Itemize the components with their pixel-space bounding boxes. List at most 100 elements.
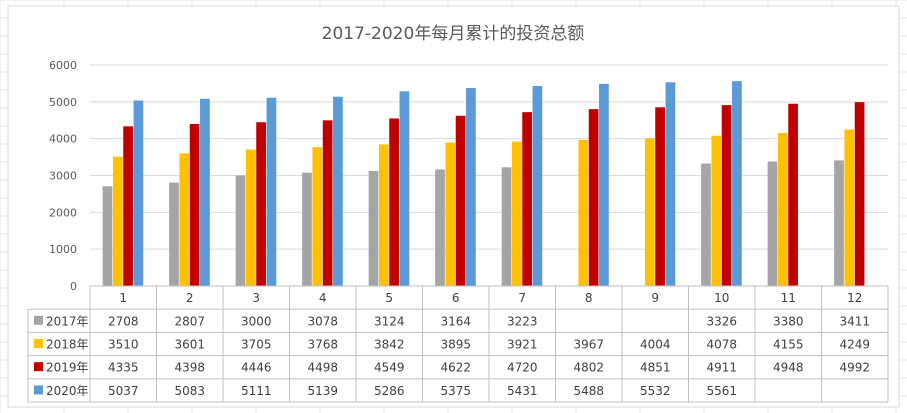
bar-2018年-8 — [578, 139, 589, 286]
data-table-value: 4335 — [108, 361, 139, 375]
data-table-value: 4004 — [640, 338, 671, 352]
bar-2020年-10 — [732, 81, 742, 286]
y-tick-label: 0 — [70, 280, 77, 293]
bar-2017年-6 — [435, 169, 445, 286]
bar-2019年-4 — [322, 120, 333, 286]
legend-key-2020年 — [34, 385, 43, 395]
bar-2017年-4 — [302, 172, 312, 286]
x-category-label: 4 — [319, 291, 327, 305]
data-table-value: 4992 — [839, 361, 870, 375]
data-table-value: 3510 — [108, 338, 139, 352]
x-category-label: 1 — [119, 291, 127, 305]
bar-2017年-3 — [235, 175, 246, 286]
data-table-value: 3411 — [839, 314, 870, 328]
data-table-value: 4249 — [839, 338, 870, 352]
bar-2019年-11 — [788, 103, 798, 287]
y-tick-label: 3000 — [49, 170, 77, 183]
bar-2020年-9 — [665, 82, 676, 286]
data-table-value: 5083 — [174, 384, 205, 398]
bar-2020年-4 — [333, 96, 343, 286]
y-tick-label: 4000 — [49, 133, 77, 146]
bar-2020年-8 — [599, 83, 609, 286]
data-table-value: 3326 — [706, 314, 737, 328]
data-table-value: 3164 — [440, 314, 471, 328]
data-table-value: 4720 — [507, 361, 538, 375]
data-table-value: 3921 — [507, 338, 538, 352]
legend-key-2017年 — [34, 315, 43, 325]
data-table-value: 5375 — [440, 384, 471, 398]
data-table-value: 3895 — [440, 338, 471, 352]
x-category-label: 10 — [714, 291, 729, 305]
data-table-value: 3223 — [507, 314, 538, 328]
x-category-label: 6 — [452, 291, 460, 305]
bar-2019年-5 — [389, 118, 399, 287]
legend-key-2018年 — [34, 339, 43, 348]
data-table-value: 4078 — [706, 338, 737, 352]
bar-2019年-9 — [655, 107, 665, 286]
y-tick-label: 1000 — [49, 243, 77, 256]
bar-2020年-7 — [532, 85, 543, 287]
data-table-value: 5488 — [573, 384, 604, 398]
x-category-label: 2 — [186, 291, 194, 305]
x-category-label: 3 — [252, 291, 260, 305]
y-tick-label: 6000 — [49, 59, 77, 72]
x-category-label: 11 — [781, 291, 796, 305]
bar-2020年-2 — [200, 98, 210, 286]
data-table-value: 4155 — [773, 338, 804, 352]
legend-key-2019年 — [34, 362, 43, 372]
bar-2019年-10 — [721, 105, 732, 286]
legend-label: 2019年 — [46, 361, 89, 375]
data-table-value: 4549 — [374, 361, 405, 375]
bar-2020年-1 — [133, 100, 144, 287]
bar-2019年-7 — [522, 112, 532, 286]
bar-2019年-3 — [256, 122, 266, 286]
data-table-value: 3842 — [374, 338, 405, 352]
data-table-value: 4498 — [307, 361, 338, 375]
data-table-value: 4398 — [174, 361, 205, 375]
bar-2018年-1 — [112, 156, 123, 286]
x-category-label: 12 — [847, 291, 862, 305]
bar-2018年-6 — [445, 142, 456, 286]
data-table-value: 5111 — [241, 384, 272, 398]
data-table-value: 5139 — [307, 384, 338, 398]
x-category-label: 7 — [518, 291, 526, 305]
bar-2019年-6 — [455, 115, 466, 286]
data-table-value: 3078 — [307, 314, 338, 328]
legend-label: 2020年 — [46, 384, 89, 398]
data-table-value: 5431 — [507, 384, 538, 398]
bar-2018年-4 — [312, 147, 323, 286]
bar-2018年-7 — [511, 141, 522, 286]
data-table-value: 3380 — [773, 314, 804, 328]
bar-2020年-6 — [466, 88, 476, 286]
data-table-value: 2708 — [108, 314, 139, 328]
x-category-label: 8 — [585, 291, 593, 305]
bar-2018年-2 — [179, 153, 190, 286]
bar-2017年-10 — [701, 163, 711, 286]
bar-2018年-3 — [245, 149, 256, 286]
bar-2019年-12 — [854, 102, 865, 287]
bar-2017年-11 — [767, 161, 778, 286]
bar-2017年-5 — [368, 170, 379, 286]
y-tick-label: 2000 — [49, 206, 77, 219]
bar-2017年-2 — [169, 182, 179, 286]
bar-2017年-12 — [834, 160, 844, 286]
chart-title: 2017-2020年每月累计的投资总额 — [322, 24, 585, 44]
bar-2019年-8 — [588, 109, 599, 286]
data-table-value: 4851 — [640, 361, 671, 375]
data-table-value: 5286 — [374, 384, 405, 398]
y-tick-label: 5000 — [49, 96, 77, 109]
bar-2018年-9 — [644, 138, 655, 286]
data-table-value: 3967 — [573, 338, 604, 352]
data-table-value: 3705 — [241, 338, 272, 352]
data-table-value: 5532 — [640, 384, 671, 398]
bar-2018年-11 — [777, 132, 788, 286]
legend-label: 2017年 — [46, 314, 89, 328]
x-category-label: 5 — [385, 291, 393, 305]
bar-2018年-12 — [844, 129, 855, 286]
data-table-value: 4911 — [706, 361, 737, 375]
data-table-value: 2807 — [174, 314, 205, 328]
data-table-value: 3601 — [174, 338, 205, 352]
bar-2019年-1 — [123, 126, 133, 286]
